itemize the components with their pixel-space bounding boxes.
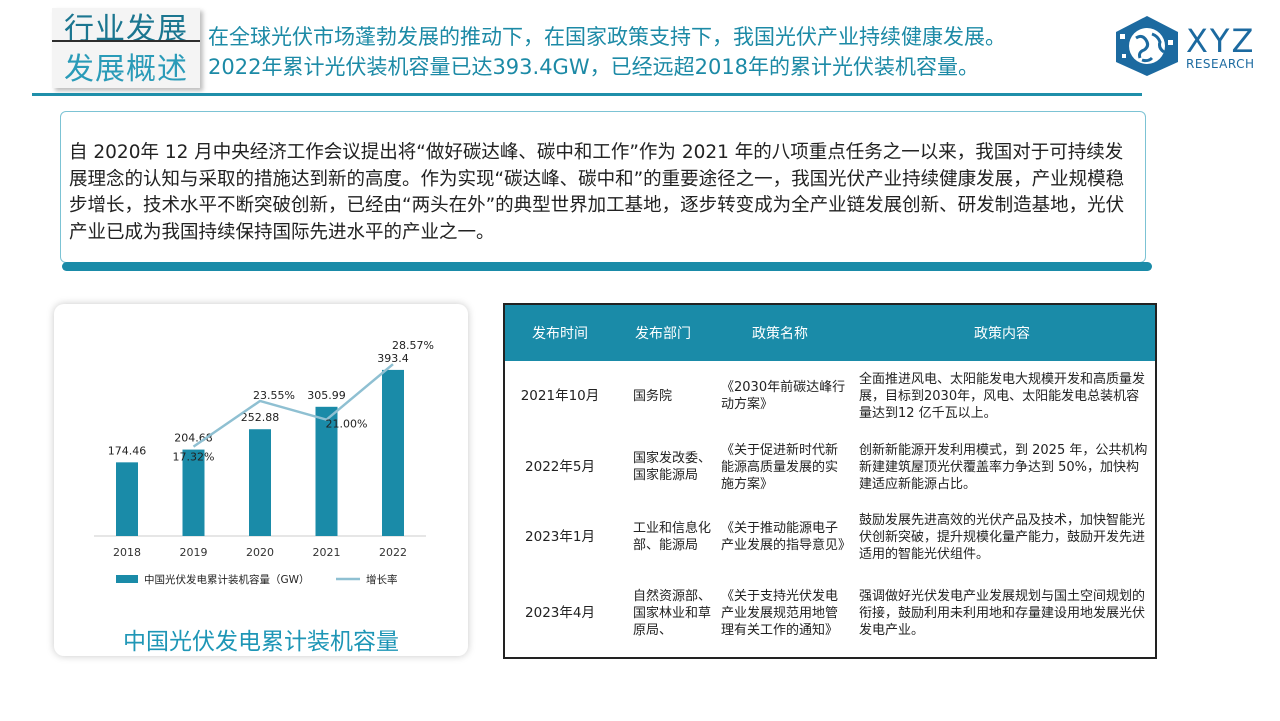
title-divider <box>52 40 200 42</box>
section-title-line2: 发展概述 <box>64 52 188 87</box>
chart-title: 中国光伏发电累计装机容量 <box>123 629 399 655</box>
row-date: 2023年1月 <box>525 528 595 545</box>
x-tick-2020: 2020 <box>246 546 274 559</box>
intro-accent-bar <box>62 262 1152 271</box>
legend-bar-label: 中国光伏发电累计装机容量（GW） <box>144 573 310 586</box>
legend-line-label: 增长率 <box>366 573 398 586</box>
headline-line2: 2022年累计光伏装机容量已达393.4GW，已经远超2018年的累计光伏装机容… <box>208 55 980 79</box>
table-row: 2023年4月 自然资源部、国家林业和草原局、 《关于支持光伏发电产业发展规范用… <box>505 571 1155 655</box>
globe-logo-icon <box>1116 16 1178 76</box>
row-dept: 工业和信息化部、能源局 <box>633 521 712 553</box>
header-date: 发布时间 <box>505 305 615 361</box>
header-underline <box>32 93 1142 96</box>
row-dept: 国家发改委、国家能源局 <box>633 451 712 483</box>
table-row: 2022年5月 国家发改委、国家能源局 《关于促进新时代新能源高质量发展的实施方… <box>505 431 1155 503</box>
row-policy-content: 全面推进风电、太阳能发电大规模开发和高质量发展，目标到2030年，风电、太阳能发… <box>859 371 1146 421</box>
table-row: 2021年10月 国务院 《2030年前碳达峰行动方案》 全面推进风电、太阳能发… <box>505 361 1155 431</box>
growth-label-2020: 23.55% <box>253 389 295 402</box>
growth-label-2022: 28.57% <box>392 339 434 352</box>
x-tick-2021: 2021 <box>313 546 341 559</box>
table-row: 2023年1月 工业和信息化部、能源局 《关于推动能源电子产业发展的指导意见》 … <box>505 503 1155 571</box>
row-dept: 自然资源部、国家林业和草原局、 <box>633 588 712 638</box>
bar-2021 <box>315 406 338 536</box>
table-header-row: 发布时间 发布部门 政策名称 政策内容 <box>505 305 1155 361</box>
header-name: 政策名称 <box>711 305 849 361</box>
section-title-box: 行业发展 发展概述 <box>52 8 200 88</box>
intro-paragraph: 自 2020年 12 月中央经济工作会议提出将“做好碳达峰、碳中和工作”作为 2… <box>69 142 1125 243</box>
row-policy-name: 《关于推动能源电子产业发展的指导意见》 <box>721 521 852 553</box>
bar-2018 <box>116 462 138 536</box>
logo-subtitle: RESEARCH <box>1186 57 1255 71</box>
row-policy-content: 鼓励发展先进高效的光伏产品及技术，加快智能光伏创新突破，提升规模化量产能力，鼓励… <box>859 512 1146 562</box>
x-tick-2022: 2022 <box>379 546 407 559</box>
chart-card: 174.46 2018 204.68 2019 252.88 2020 305.99 2021… <box>54 304 468 656</box>
bar-label-2018: 174.46 <box>108 444 147 457</box>
row-policy-content: 强调做好光伏发电产业发展规划与国土空间规划的衔接，鼓励利用未利用地和存量建设用地… <box>859 588 1146 638</box>
x-tick-2018: 2018 <box>113 546 141 559</box>
bar-2019 <box>182 449 205 536</box>
intro-box: 自 2020年 12 月中央经济工作会议提出将“做好碳达峰、碳中和工作”作为 2… <box>60 111 1146 263</box>
row-date: 2022年5月 <box>525 458 595 475</box>
row-policy-name: 《2030年前碳达峰行动方案》 <box>721 380 846 412</box>
header-content: 政策内容 <box>849 305 1155 361</box>
headline: 在全球光伏市场蓬勃发展的推动下，在国家政策支持下，我国光伏产业持续健康发展。 2… <box>208 22 1108 82</box>
bar-label-2021: 305.99 <box>307 389 346 402</box>
legend-bar-swatch <box>116 575 138 583</box>
logo-name: XYZ <box>1186 22 1256 60</box>
section-title-line1: 行业发展 <box>64 12 188 47</box>
row-date: 2023年4月 <box>525 604 595 621</box>
growth-label-2021: 21.00% <box>326 418 368 431</box>
bar-2022 <box>382 369 404 536</box>
policy-table: 发布时间 发布部门 政策名称 政策内容 2021年10月 国务院 《2030年前… <box>503 303 1157 659</box>
row-policy-name: 《关于支持光伏发电产业发展规范用地管理有关工作的通知》 <box>721 588 839 638</box>
growth-label-2019: 17.32% <box>173 451 215 464</box>
row-policy-content: 创新新能源开发利用模式，到 2025 年，公共机构新建建筑屋顶光伏覆盖率力争达到… <box>859 442 1148 492</box>
headline-line1: 在全球光伏市场蓬勃发展的推动下，在国家政策支持下，我国光伏产业持续健康发展。 <box>208 25 1006 49</box>
capacity-chart: 174.462018204.682019252.882020305.992021… <box>94 339 434 586</box>
bar-label-2022: 393.4 <box>377 352 409 365</box>
row-date: 2021年10月 <box>520 387 600 404</box>
growth-rate-line <box>192 363 394 448</box>
row-policy-name: 《关于促进新时代新能源高质量发展的实施方案》 <box>721 442 839 492</box>
bar-label-2020: 252.88 <box>241 411 280 424</box>
bar-2020 <box>249 429 271 536</box>
row-dept: 国务院 <box>633 388 673 404</box>
x-tick-2019: 2019 <box>180 546 208 559</box>
header-dept: 发布部门 <box>615 305 711 361</box>
